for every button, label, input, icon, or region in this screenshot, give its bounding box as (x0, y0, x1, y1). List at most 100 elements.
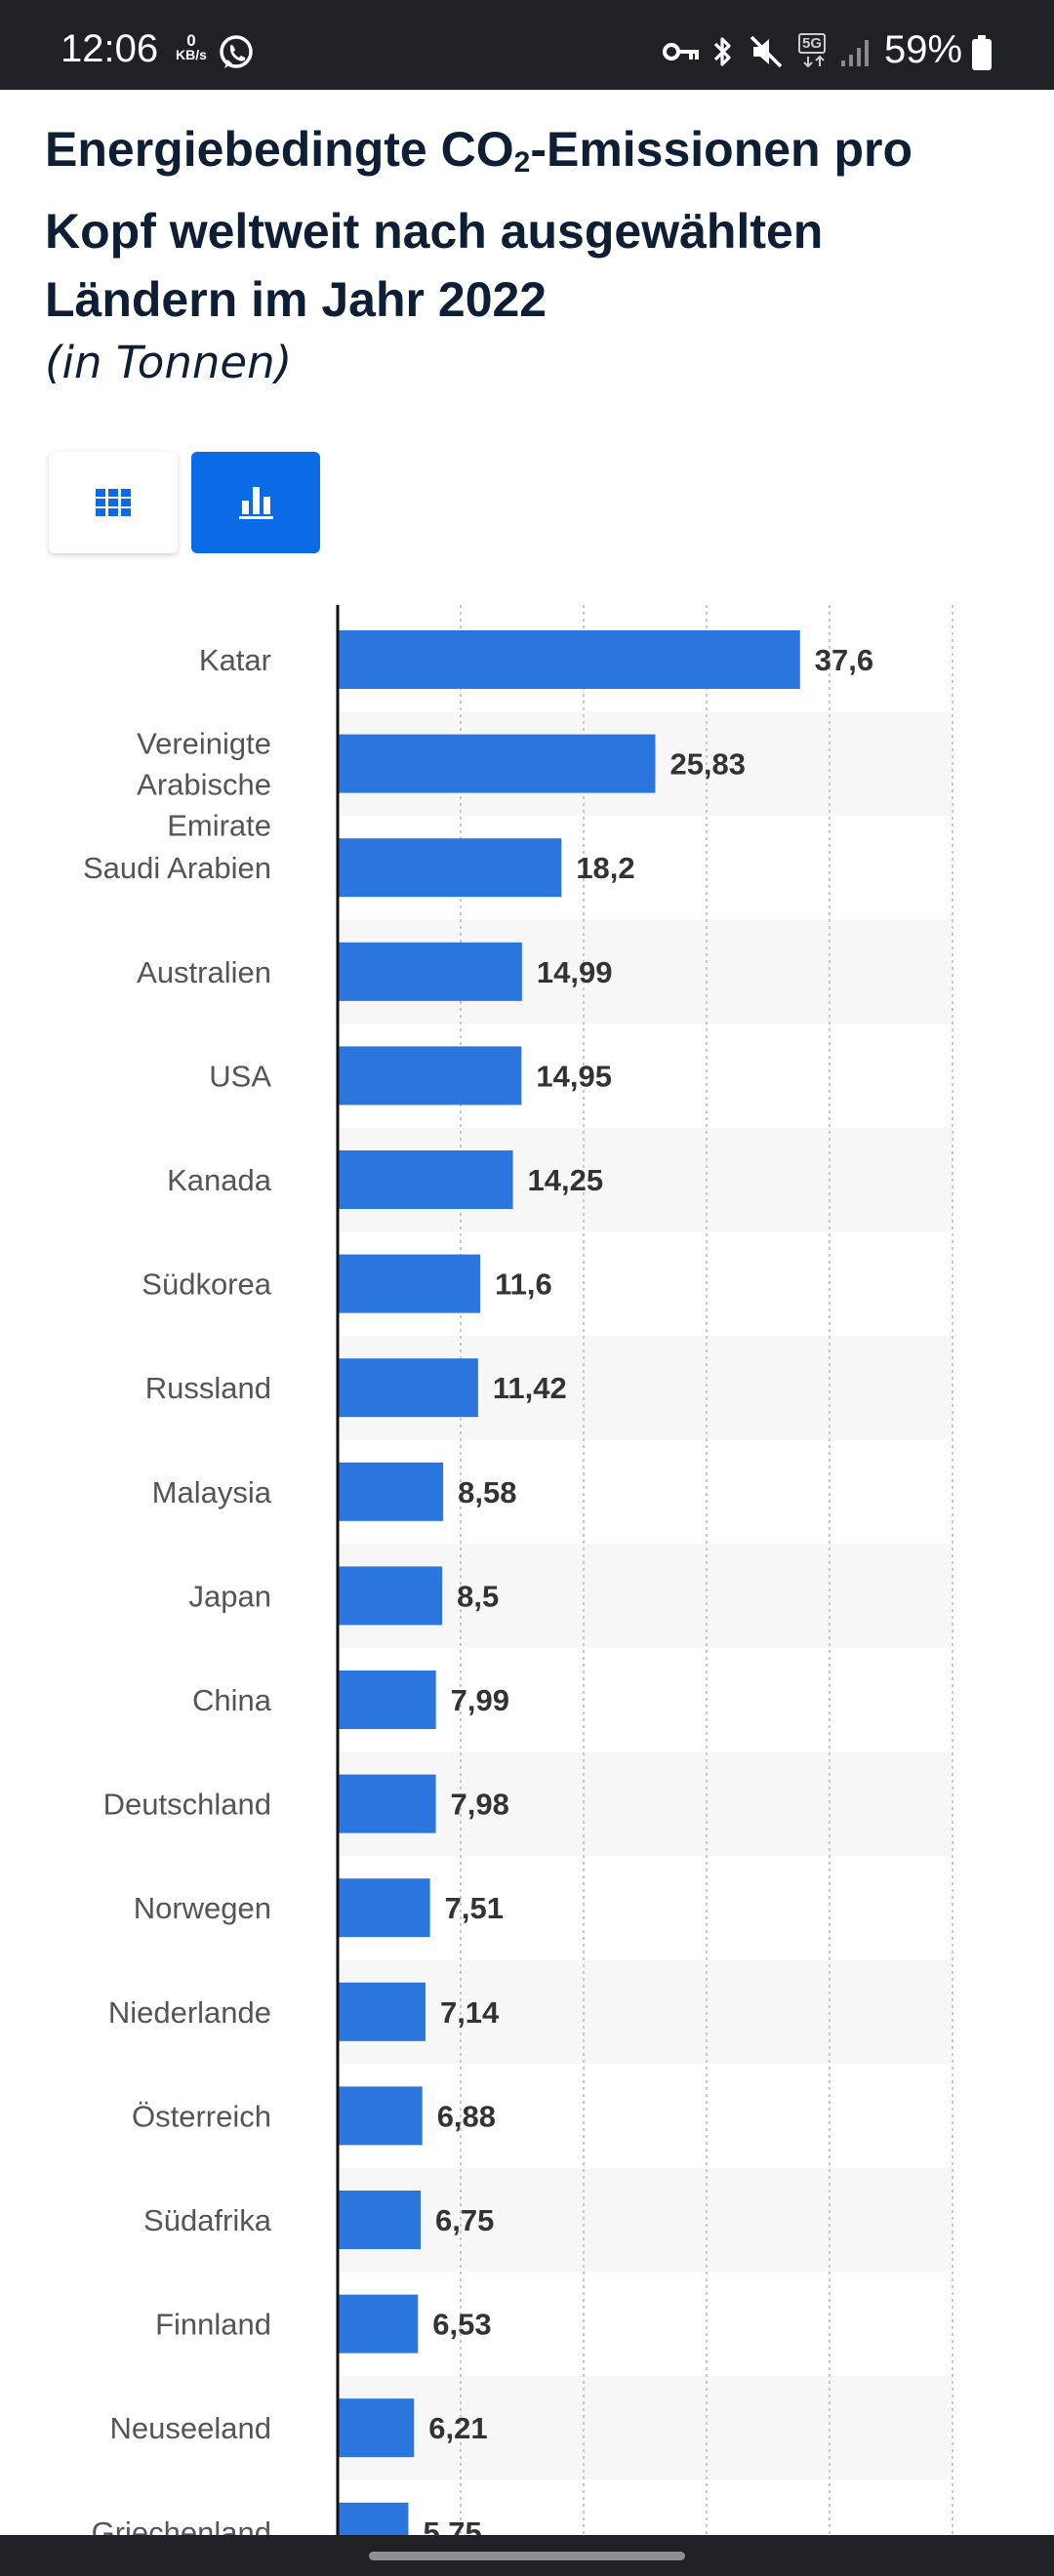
network-speed: 0 KB/s (170, 31, 213, 62)
category-label-line: Emirate (167, 809, 271, 843)
value-label: 7,99 (451, 1683, 509, 1717)
network-type-label: 5G (798, 33, 827, 54)
bar-7 (338, 1254, 481, 1313)
category-label: Niederlande (108, 1995, 271, 2030)
bar-17 (338, 2294, 419, 2354)
bar-3 (338, 838, 562, 898)
category-label: Neuseeland (110, 2411, 271, 2445)
category-label: Vereinigte Arabische Emirate (137, 727, 271, 843)
value-label: 7,51 (445, 1891, 504, 1925)
category-label: Kanada (167, 1163, 272, 1197)
value-label: 6,75 (435, 2203, 494, 2237)
bar-10 (338, 1566, 443, 1626)
category-label-line: Neuseeland (110, 2411, 271, 2445)
battery-percent: 59% (884, 28, 963, 71)
category-label-line: Japan (189, 1579, 271, 1613)
navigation-bar (0, 2535, 1054, 2576)
category-label: Russland (145, 1371, 271, 1405)
data-arrows-icon (803, 55, 825, 68)
category-label: China (192, 1683, 272, 1717)
category-label: Südkorea (142, 1268, 271, 1302)
bar-2 (338, 734, 656, 793)
chart-title-suffix: -Emissionen pro Kopf weltweit nach ausge… (45, 122, 913, 327)
category-label-line: Norwegen (134, 1891, 271, 1925)
category-label: Japan (189, 1579, 271, 1613)
category-label-line: Südkorea (142, 1268, 271, 1302)
category-label-line: Katar (199, 643, 271, 677)
category-label-line: Finnland (155, 2308, 271, 2342)
value-label: 5,75 (423, 2516, 481, 2537)
bar-12 (338, 1774, 436, 1833)
bar-1 (338, 630, 800, 689)
value-label: 14,99 (537, 955, 613, 989)
home-gesture-handle[interactable] (369, 2552, 685, 2560)
category-label-line: Niederlande (108, 1995, 271, 2030)
bar-chart-svg: 37,6 Katar 25,83 Vereinigte Arabische Emirate… (83, 605, 953, 2537)
network-speed-unit: KB/s (176, 47, 207, 62)
network-type-badge: 5G (798, 33, 831, 70)
bar-9 (338, 1462, 444, 1521)
value-label: 8,58 (458, 1475, 516, 1509)
bar-11 (338, 1670, 436, 1729)
chart-view-button[interactable] (191, 452, 320, 553)
value-label: 8,5 (457, 1579, 499, 1613)
category-label-line: Südafrika (143, 2203, 272, 2237)
value-label: 25,83 (669, 747, 746, 782)
category-label-line: Arabische (137, 768, 271, 802)
row-stripe (338, 1751, 953, 1856)
category-label-line: Griechenland (92, 2516, 271, 2537)
bar-5 (338, 1046, 522, 1106)
category-label: Katar (199, 643, 271, 677)
signal-icon (841, 40, 869, 66)
category-label: Griechenland (92, 2516, 271, 2537)
value-label: 18,2 (576, 851, 634, 885)
category-label-line: China (192, 1683, 272, 1717)
value-label: 6,88 (437, 2099, 496, 2133)
category-label: USA (209, 1059, 271, 1093)
category-label-line: Russland (145, 1371, 271, 1405)
bluetooth-icon (713, 37, 731, 66)
bar-14 (338, 1982, 426, 2041)
category-label-line: Saudi Arabien (83, 851, 271, 885)
bar-4 (338, 942, 522, 1001)
vpn-key-icon (663, 43, 699, 60)
row-stripe (338, 1959, 953, 2065)
category-label: Finnland (155, 2308, 271, 2342)
category-label-line: Malaysia (152, 1475, 272, 1509)
bar-19 (338, 2502, 409, 2537)
grid-table-icon (96, 489, 131, 516)
battery-icon (972, 35, 992, 70)
category-label: Norwegen (134, 1891, 271, 1925)
value-label: 11,42 (493, 1371, 567, 1405)
value-label: 14,95 (536, 1059, 612, 1093)
value-label: 11,6 (495, 1268, 552, 1302)
value-label: 14,25 (528, 1163, 604, 1197)
category-label: Österreich (132, 2099, 271, 2133)
bar-chart-icon (239, 487, 273, 519)
value-label: 7,98 (451, 1788, 509, 1822)
value-label: 7,14 (440, 1995, 500, 2030)
status-bar: 12:06 0 KB/s 5G 59% (0, 0, 1054, 90)
bar-8 (338, 1358, 478, 1418)
bar-6 (338, 1150, 513, 1209)
value-label: 6,21 (428, 2411, 487, 2445)
network-speed-value: 0 (186, 31, 196, 50)
row-stripe (338, 2375, 953, 2480)
status-time: 12:06 (61, 27, 159, 70)
chart-title-subscript: 2 (513, 146, 531, 179)
chart-subtitle: (in Tonnen) (45, 337, 293, 388)
bar-13 (338, 1878, 430, 1938)
category-label: Saudi Arabien (83, 851, 271, 885)
table-view-button[interactable] (49, 452, 178, 553)
category-label: Australien (137, 955, 271, 989)
value-label: 6,53 (432, 2308, 491, 2342)
category-label: Malaysia (152, 1475, 272, 1509)
whatsapp-icon (220, 35, 253, 68)
value-label: 37,6 (815, 643, 873, 677)
category-label-line: Vereinigte (137, 727, 271, 761)
category-label-line: Australien (137, 955, 271, 989)
bar-16 (338, 2191, 422, 2249)
category-label: Südafrika (143, 2203, 272, 2237)
bar-15 (338, 2086, 423, 2146)
category-label-line: Kanada (167, 1163, 272, 1197)
